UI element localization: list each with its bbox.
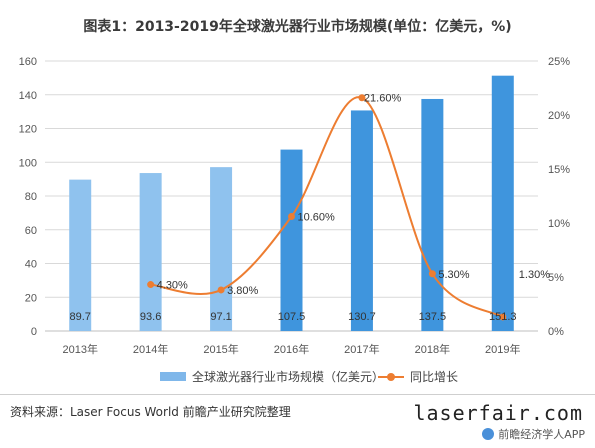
y-left-tick-label: 40 xyxy=(25,259,37,271)
y-left-tick-label: 160 xyxy=(19,56,37,68)
bar xyxy=(491,75,514,332)
growth-point xyxy=(147,281,155,289)
y-left-tick-label: 120 xyxy=(19,124,37,136)
growth-point xyxy=(499,313,507,321)
y-right-tick-label: 10% xyxy=(548,218,570,230)
bar-value-label: 97.1 xyxy=(210,311,231,323)
y-right-tick-label: 15% xyxy=(548,164,570,176)
legend-item-bar: 全球激光器行业市场规模（亿美元） xyxy=(160,368,384,385)
y-right-tick-label: 20% xyxy=(548,110,570,122)
y-left-tick-label: 0 xyxy=(31,326,37,338)
y-left-tick-label: 20 xyxy=(25,292,37,304)
app-logo-icon xyxy=(482,428,495,440)
growth-point xyxy=(288,213,295,221)
bar-value-label: 137.5 xyxy=(419,311,447,323)
growth-value-label: 1.30% xyxy=(519,269,550,281)
growth-value-label: 21.60% xyxy=(364,93,402,105)
x-tick-label: 2016年 xyxy=(274,342,309,356)
growth-value-label: 3.80% xyxy=(227,285,258,297)
x-tick-label: 2017年 xyxy=(344,342,379,356)
y-left-tick-label: 100 xyxy=(19,157,37,169)
bar xyxy=(280,149,303,331)
x-tick-label: 2015年 xyxy=(203,342,238,356)
y-right-tick-label: 0% xyxy=(548,326,564,338)
growth-point xyxy=(358,94,366,102)
x-tick-label: 2018年 xyxy=(415,342,450,356)
growth-value-label: 5.30% xyxy=(438,269,469,281)
legend-item-line: 同比增长 xyxy=(378,368,458,385)
legend-line-label: 同比增长 xyxy=(410,370,459,384)
x-tick-label: 2013年 xyxy=(62,342,97,356)
bar-value-label: 130.7 xyxy=(348,311,376,323)
bar xyxy=(139,173,162,331)
y-left-tick-label: 80 xyxy=(25,191,37,203)
app-credit: 前瞻经济学人APP xyxy=(482,426,585,442)
y-right-tick-label: 25% xyxy=(548,56,570,68)
bar-value-label: 151.3 xyxy=(489,311,517,323)
brand-watermark: laserfair.com xyxy=(413,401,583,425)
legend-bar-swatch xyxy=(160,372,186,381)
footer-divider xyxy=(0,394,595,395)
legend-bar-label: 全球激光器行业市场规模（亿美元） xyxy=(192,370,385,384)
growth-line xyxy=(150,96,504,318)
app-credit-label: 前瞻经济学人APP xyxy=(498,428,585,441)
legend-line-swatch xyxy=(378,372,404,381)
bar-value-label: 107.5 xyxy=(278,311,306,323)
bar xyxy=(210,167,233,331)
growth-value-label: 4.30% xyxy=(157,280,188,292)
growth-point xyxy=(217,286,225,294)
growth-value-label: 10.60% xyxy=(298,212,336,224)
y-left-tick-label: 140 xyxy=(19,90,37,102)
source-note: 资料来源：Laser Focus World 前瞻产业研究院整理 xyxy=(10,405,291,419)
bar xyxy=(69,179,92,331)
bar-value-label: 93.6 xyxy=(140,311,161,323)
bar xyxy=(421,98,444,331)
bar-value-label: 89.7 xyxy=(70,311,91,323)
x-tick-label: 2019年 xyxy=(485,342,520,356)
chart-title: 图表1：2013-2019年全球激光器行业市场规模(单位：亿美元，%) xyxy=(83,19,512,35)
x-tick-label: 2014年 xyxy=(133,342,168,356)
y-left-tick-label: 60 xyxy=(25,225,37,237)
growth-point xyxy=(428,270,436,278)
bar xyxy=(350,110,373,331)
y-right-tick-label: 5% xyxy=(548,272,564,284)
